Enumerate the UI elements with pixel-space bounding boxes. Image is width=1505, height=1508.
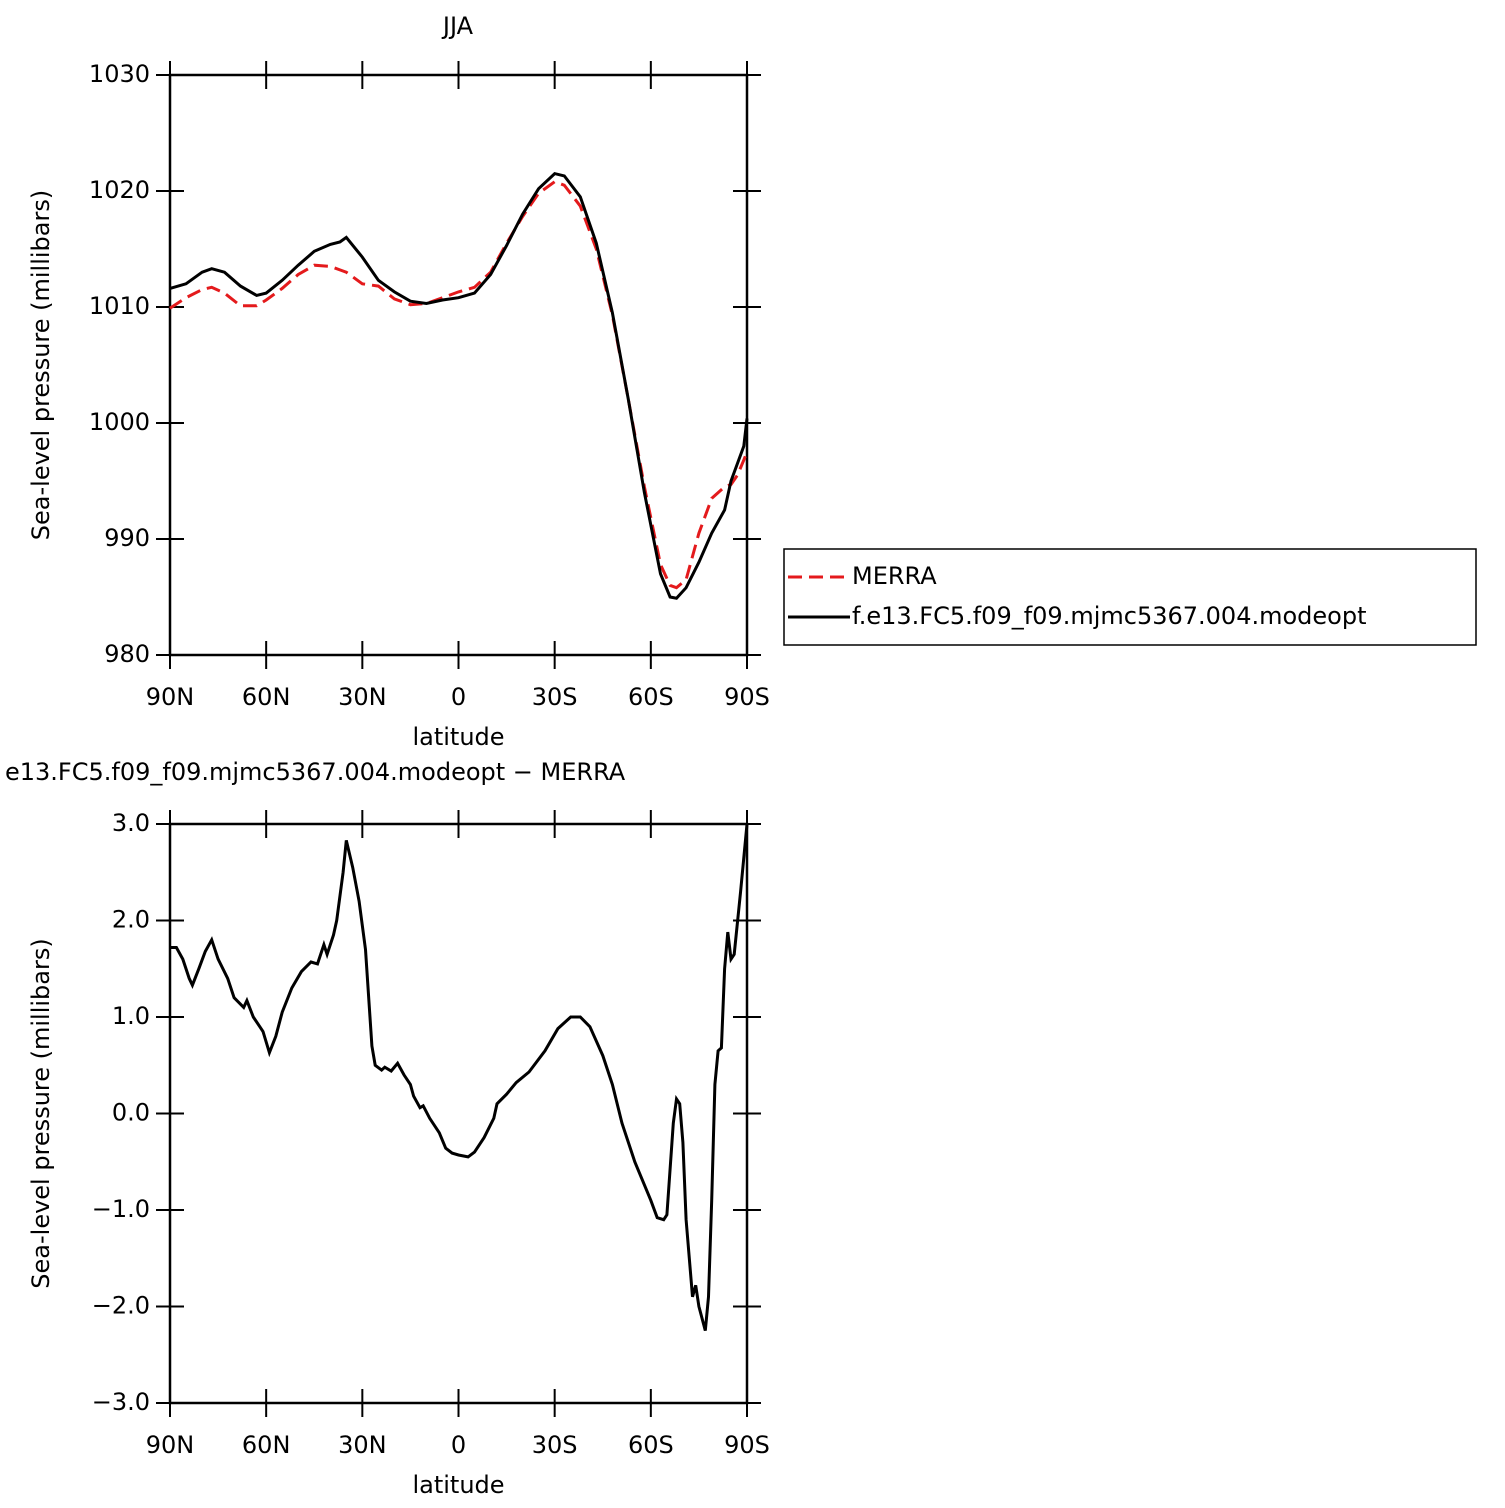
x-tick-label: 90N xyxy=(146,683,195,711)
y-tick-label: 0.0 xyxy=(112,1099,150,1127)
data-line xyxy=(169,180,749,590)
y-tick-label: 1020 xyxy=(89,176,150,204)
y-tick-label: −2.0 xyxy=(92,1292,150,1320)
y-tick-label: 990 xyxy=(104,524,150,552)
chart-title: e13.FC5.f09_f09.mjmc5367.004.modeopt − M… xyxy=(5,758,626,786)
x-tick-label: 30N xyxy=(338,683,387,711)
plot-frame xyxy=(168,822,749,1405)
x-tick-label: 30N xyxy=(338,1431,387,1459)
x-tick-label: 30S xyxy=(532,1431,578,1459)
x-tick-label: 0 xyxy=(451,683,466,711)
x-tick-label: 0 xyxy=(451,1431,466,1459)
y-tick-label: 1.0 xyxy=(112,1002,150,1030)
x-axis-label: latitude xyxy=(412,723,504,751)
y-axis-label: Sea-level pressure (millibars) xyxy=(27,190,55,540)
x-tick-label: 90S xyxy=(724,683,770,711)
data-line xyxy=(169,171,749,600)
y-tick-label: 980 xyxy=(104,640,150,668)
y-tick-label: 1000 xyxy=(89,408,150,436)
x-axis-label: latitude xyxy=(412,1471,504,1499)
data-line xyxy=(170,823,749,1331)
x-tick-label: 60N xyxy=(242,1431,291,1459)
legend-label: f.e13.FC5.f09_f09.mjmc5367.004.modeopt xyxy=(852,602,1367,630)
y-axis-label: Sea-level pressure (millibars) xyxy=(27,938,55,1288)
x-tick-label: 30S xyxy=(532,683,578,711)
y-tick-label: −1.0 xyxy=(92,1195,150,1223)
x-tick-label: 90S xyxy=(724,1431,770,1459)
y-tick-label: 2.0 xyxy=(112,906,150,934)
y-tick-label: 1010 xyxy=(89,292,150,320)
x-tick-label: 60S xyxy=(628,683,674,711)
y-tick-label: −3.0 xyxy=(92,1388,150,1416)
y-tick-label: 1030 xyxy=(89,60,150,88)
x-tick-label: 60N xyxy=(242,683,291,711)
x-tick-label: 90N xyxy=(146,1431,195,1459)
y-tick-label: 3.0 xyxy=(112,809,150,837)
chart-title: JJA xyxy=(441,12,474,40)
legend-label: MERRA xyxy=(852,562,937,590)
legend-box xyxy=(783,548,1477,646)
x-tick-label: 60S xyxy=(628,1431,674,1459)
